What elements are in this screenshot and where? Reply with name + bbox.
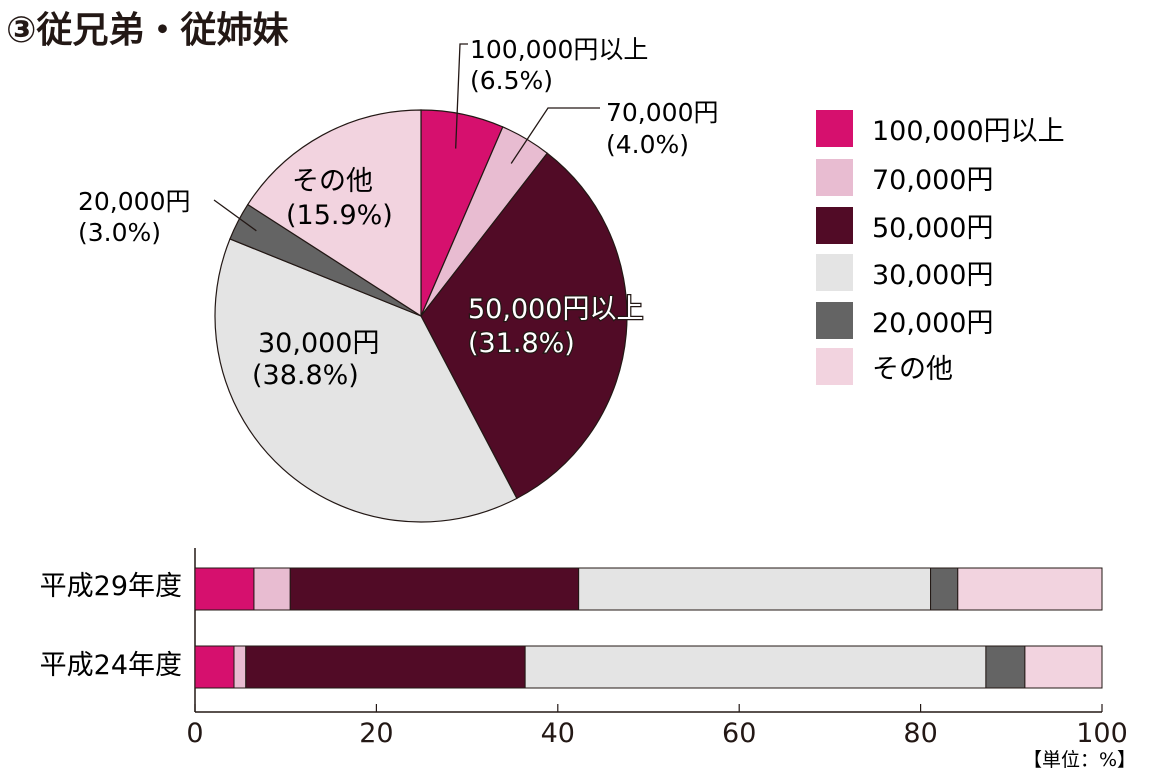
legend-swatch-other [816,348,853,385]
category-label-h24: 平成24年度 [40,650,182,681]
bar-segment-h24-20k [985,645,1026,689]
legend-label-100k: 100,000円以上 [872,116,1065,147]
bar-segment-h29-20k [930,567,959,611]
pie-label-70k: 70,000円 [606,98,718,127]
bar-category-labels: 平成29年度 平成24年度 [40,571,182,681]
pie-pct-other: (15.9%) [286,200,393,231]
x-tick-label: 20 [359,718,393,749]
leader-line-70k [510,107,600,164]
unit-note: 【単位：%】 [1023,749,1136,771]
pie-chart [214,109,628,523]
legend-swatch-100k [816,110,853,147]
legend-label-30k: 30,000円 [872,260,993,291]
pie-pct-30k: (38.8%) [252,360,359,391]
legend-label-70k: 70,000円 [872,165,993,196]
pie-slice-other [246,109,422,318]
legend-swatch-30k [816,254,853,291]
pie-label-20k: 20,000円 [78,187,190,216]
category-label-h29: 平成29年度 [40,571,182,602]
bar-segment-h24-30k [524,645,987,689]
bar-segment-h29-50k [289,567,580,611]
title-group: ③従兄弟・従姉妹 [6,10,288,51]
chart-title: ③従兄弟・従姉妹 [6,10,288,51]
leader-line-20k [213,199,257,232]
legend-swatch-70k [816,159,853,196]
pie-label-50k: 50,000円以上 [468,294,643,325]
leader-line-100k [455,43,468,149]
legend-label-other: その他 [872,354,953,385]
pie-label-other: その他 [292,166,373,197]
pie-slice-30k [214,238,518,523]
bar-segment-h24-100k [194,645,235,689]
legend-label-50k: 50,000円 [872,213,993,244]
bar-segment-h24-50k [245,645,526,689]
bar-segment-h29-100k [194,567,255,611]
x-tick-labels: 0 20 40 60 80 100 [186,704,1128,749]
bar-segment-h29-70k [253,567,291,611]
pie-pct-70k: (4.0%) [606,130,689,159]
legend-label-20k: 20,000円 [872,308,993,339]
x-tick-label: 60 [722,718,756,749]
bar-segment-h24-70k [233,645,247,689]
pie-pct-50k: (31.8%) [468,328,575,359]
pie-pct-20k: (3.0%) [78,218,161,247]
x-tick-label: 40 [541,718,575,749]
legend-swatch-50k [816,207,853,244]
pie-pct-100k: (6.5%) [470,66,553,95]
pie-label-100k: 100,000円以上 [470,35,648,64]
x-tick-label: 80 [903,718,937,749]
bar-segment-h29-other [957,567,1103,611]
bar-segment-h29-30k [578,567,932,611]
legend: 100,000円以上 70,000円 50,000円 30,000円 20,00… [816,110,1065,385]
pie-labels: 100,000円以上 (6.5%) 70,000円 (4.0%) 50,000円… [78,35,718,391]
x-tick-label: 100 [1076,718,1128,749]
legend-swatch-20k [816,302,853,339]
bar-segment-h24-other [1024,645,1103,689]
pie-label-30k: 30,000円 [258,328,379,359]
pie-slice-50k [420,152,628,500]
x-tick-label: 0 [186,718,203,749]
bar-chart [194,567,1103,689]
pie-leader-lines [213,43,600,232]
